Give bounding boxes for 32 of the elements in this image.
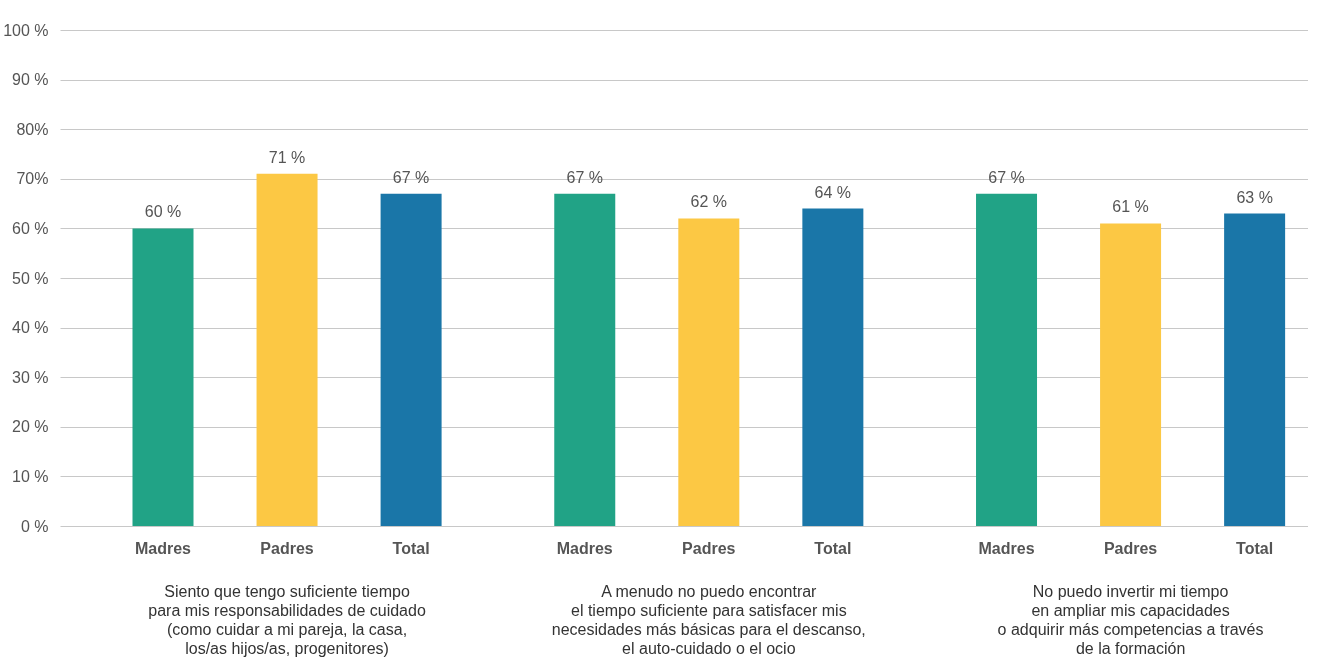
y-tick-label: 10 % <box>12 467 49 485</box>
x-tick-label: Total <box>1236 540 1274 557</box>
y-tick-label: 20 % <box>12 418 49 436</box>
data-label: 67 % <box>566 168 603 186</box>
x-tick-label: Padres <box>682 540 736 557</box>
x-tick-label: Madres <box>556 540 613 557</box>
y-tick-label: 60 % <box>12 219 49 237</box>
data-label: 60 % <box>144 203 182 221</box>
y-tick-label: 100 % <box>3 21 49 39</box>
y-tick-label: 50 % <box>12 269 49 287</box>
x-tick-label: Padres <box>1103 540 1158 557</box>
x-tick-label: Total <box>392 540 430 557</box>
x-tick-label: Total <box>814 540 852 557</box>
text: A menudo no puedo encontrar el tiempo suficiente para satisfacer mis necesidades más básicas para el descanso, el auto-cuidado o el ocio <box>551 583 866 657</box>
y-tick-label: 70% <box>16 170 49 188</box>
y-tick-label: 90 % <box>12 71 49 89</box>
y-tick-label: 40 % <box>12 319 49 337</box>
data-label: 71 % <box>268 148 306 166</box>
data-label: 61 % <box>1112 198 1149 216</box>
data-label: 64 % <box>814 183 852 201</box>
x-tick-label: Madres <box>134 540 192 557</box>
y-tick-label: 0 % <box>20 517 49 535</box>
data-label: 63 % <box>1236 188 1273 206</box>
text: Siento que tengo suficiente tiempo para mis responsabilidades de cuidado (como cuidar a mi pareja, la casa, los/as hijos/as, progenitores) <box>148 583 426 657</box>
y-tick-label: 30 % <box>12 368 49 386</box>
data-label: 62 % <box>690 193 728 211</box>
data-label: 67 % <box>392 168 430 186</box>
y-tick-label: 80% <box>16 120 49 138</box>
data-label: 67 % <box>988 168 1025 186</box>
x-tick-label: Padres <box>260 540 314 557</box>
text: No puedo invertir mi tiempo en ampliar mis capacidades o adquirir más competencias a través de la formación <box>997 583 1264 657</box>
x-tick-label: Madres <box>978 540 1035 557</box>
